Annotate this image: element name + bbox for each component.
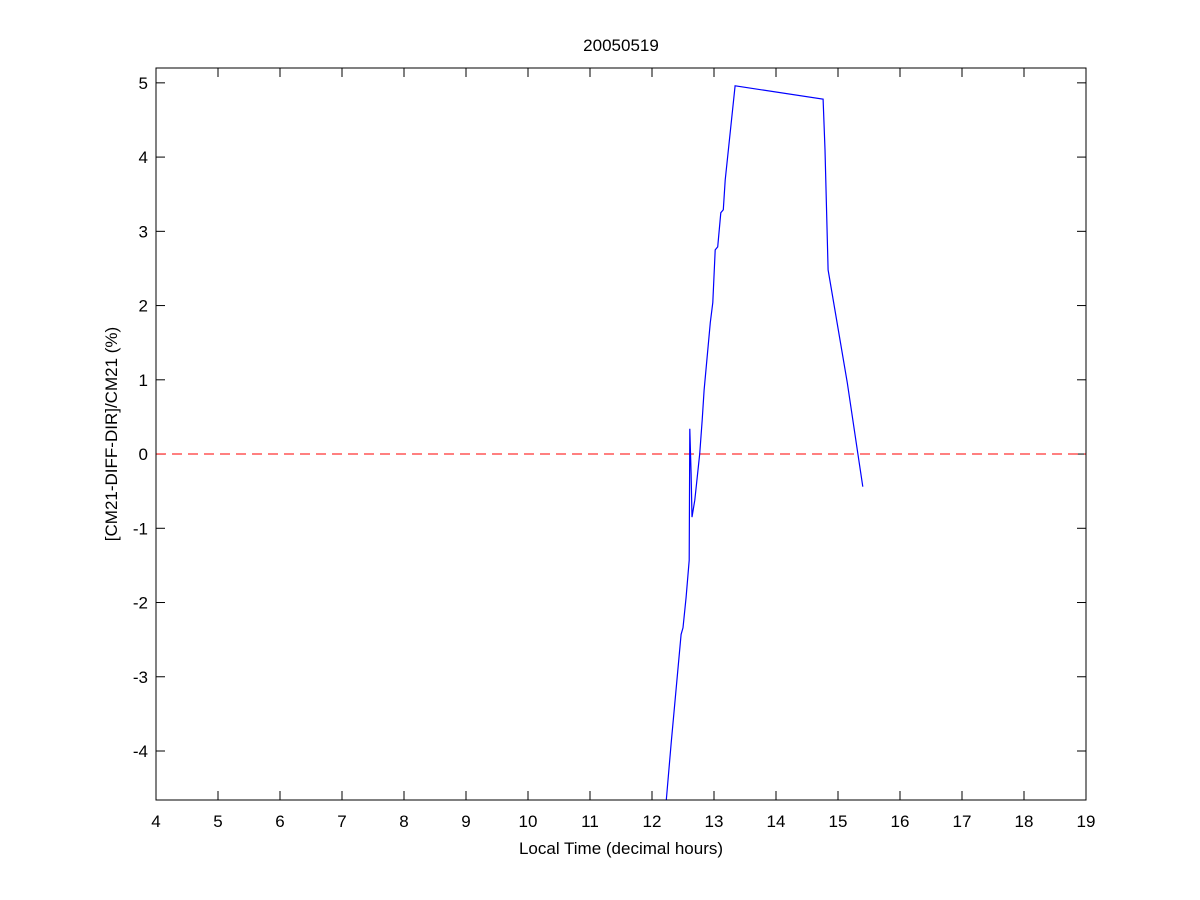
y-tick-label: 3: [139, 222, 148, 241]
y-tick-label: -2: [133, 594, 148, 613]
y-tick-label: 5: [139, 74, 148, 93]
y-tick-label: 4: [139, 148, 148, 167]
y-tick-label: 2: [139, 297, 148, 316]
data-series-line: [665, 85, 864, 801]
x-tick-label: 13: [705, 812, 724, 831]
x-tick-label: 5: [213, 812, 222, 831]
x-tick-label: 19: [1077, 812, 1096, 831]
x-tick-label: 16: [891, 812, 910, 831]
x-tick-label: 12: [643, 812, 662, 831]
x-tick-label: 6: [275, 812, 284, 831]
x-tick-label: 11: [581, 812, 599, 831]
x-tick-label: 15: [829, 812, 848, 831]
y-tick-label: -3: [133, 668, 148, 687]
x-tick-label: 8: [399, 812, 408, 831]
y-axis-label: [CM21-DIFF-DIR]/CM21 (%): [102, 327, 121, 541]
y-tick-label: 1: [139, 371, 148, 390]
axes-box: [155, 67, 1087, 801]
x-tick-label: 10: [519, 812, 538, 831]
y-tick-label: 0: [139, 445, 148, 464]
x-axis-label: Local Time (decimal hours): [519, 839, 723, 858]
x-tick-label: 14: [767, 812, 786, 831]
x-tick-label: 17: [953, 812, 972, 831]
chart-title: 20050519: [583, 36, 659, 55]
y-tick-label: -1: [133, 519, 148, 538]
x-tick-label: 7: [337, 812, 346, 831]
y-tick-label: -4: [133, 742, 148, 761]
x-tick-label: 18: [1015, 812, 1034, 831]
x-tick-label: 9: [461, 812, 470, 831]
x-tick-label: 4: [151, 812, 160, 831]
